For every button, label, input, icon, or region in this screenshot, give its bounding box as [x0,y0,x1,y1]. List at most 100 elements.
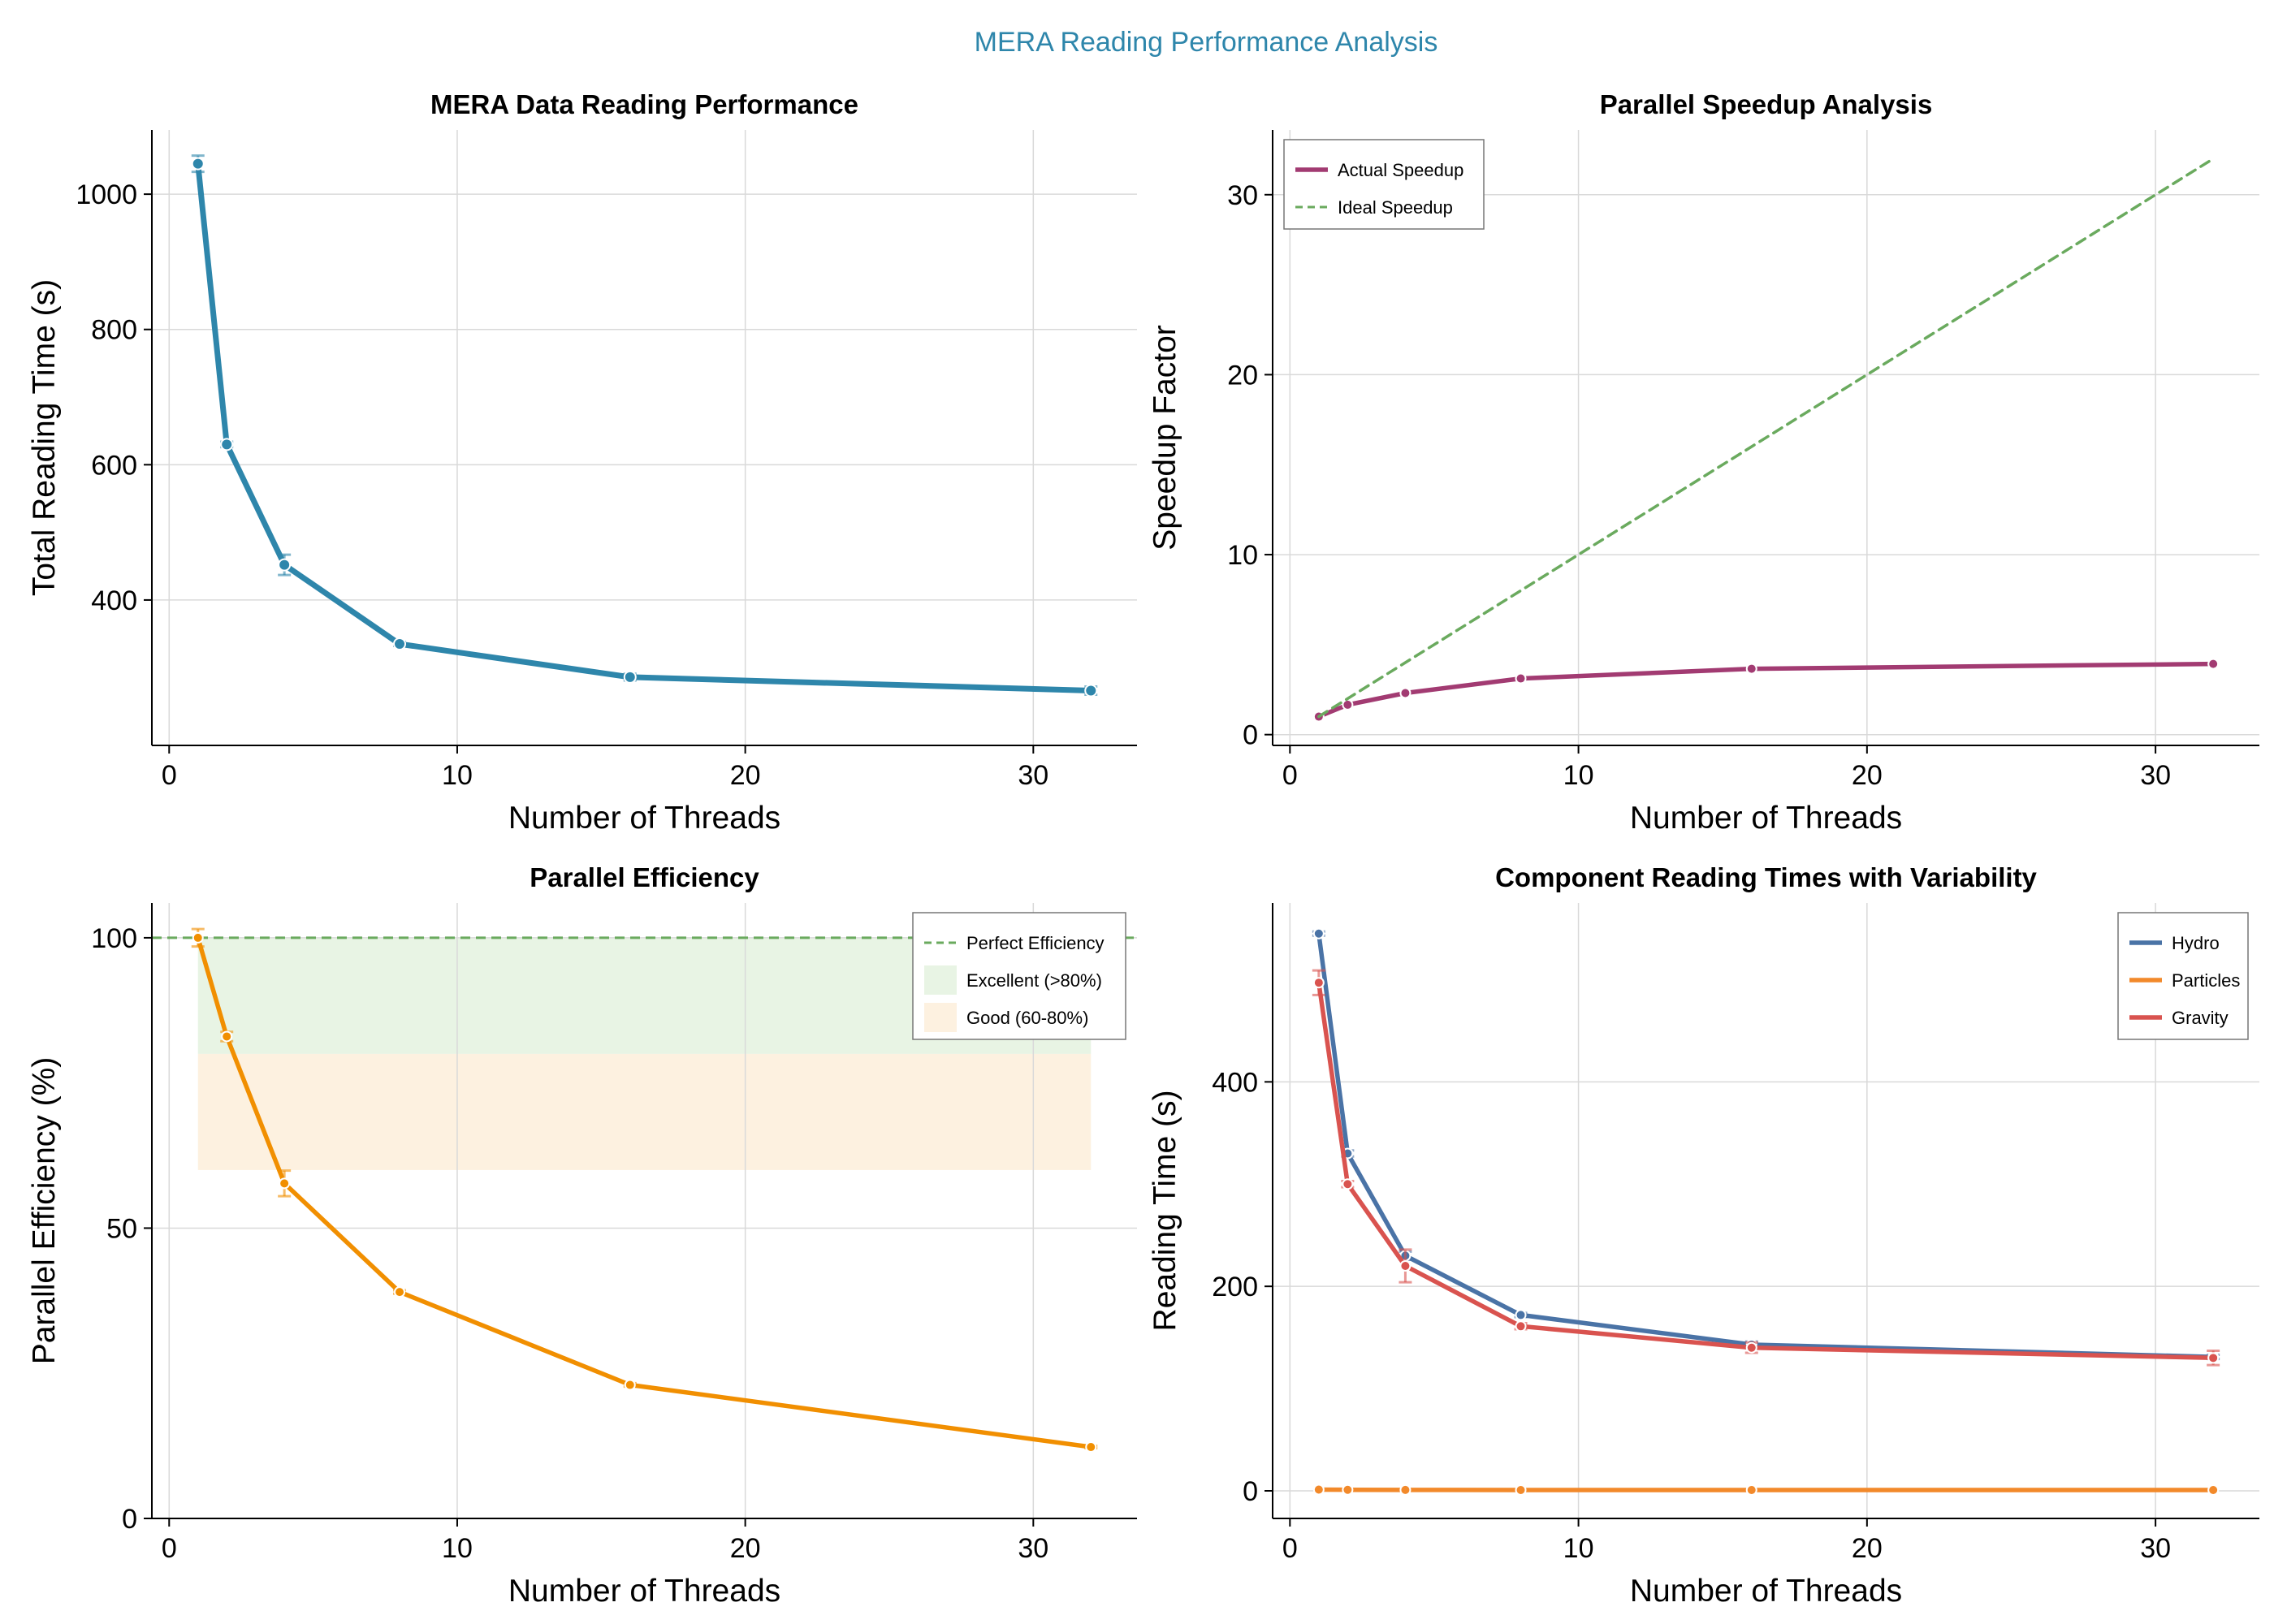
x-axis-label: Number of Threads [1630,801,1902,836]
x-tick-label: 30 [2140,1533,2171,1564]
data-point [394,1286,406,1298]
x-tick-label: 30 [1018,760,1048,791]
data-point [1745,1484,1757,1496]
x-tick-label: 10 [442,1533,473,1564]
legend: Hydro Particles Gravity [2117,912,2249,1040]
chart-title: MERA Data Reading Performance [430,89,858,119]
series-actual-speedup [1312,658,2220,723]
data-point [393,637,407,651]
chart-total: 0 10 20 30 400 600 800 1000 MERA Data Reading Pe… [27,89,1137,836]
data-point [623,670,637,684]
data-point [1342,1178,1354,1190]
y-tick-label: 20 [1227,360,1258,391]
data-point [1342,698,1354,710]
chart-title: Parallel Efficiency [530,862,759,892]
y-tick-label: 400 [1212,1067,1258,1098]
data-point [1399,1484,1412,1496]
legend-label: Particles [2172,970,2240,991]
x-tick-label: 0 [1282,760,1298,791]
x-tick-label: 10 [1563,1533,1594,1564]
y-axis-label: Speedup Factor [1148,325,1182,551]
chart-title: Parallel Speedup Analysis [1600,89,1933,119]
legend-label: Perfect Efficiency [966,933,1105,953]
x-tick-label: 20 [730,1533,761,1564]
legend-label: Good (60-80%) [966,1008,1088,1028]
data-point [1342,1484,1354,1496]
legend-swatch [924,1003,957,1032]
data-point [1312,977,1325,989]
data-point [1515,672,1527,685]
y-tick-label: 1000 [76,179,137,210]
series-line-ideal-speedup [1317,157,2215,719]
data-point [624,1379,636,1391]
chart-components: 0 10 20 30 0 200 400 Component Reading Times wi… [1148,862,2259,1609]
data-point [2207,1484,2220,1496]
data-point [192,931,204,944]
x-tick-label: 10 [1563,760,1594,791]
x-tick-label: 20 [730,760,761,791]
data-point [1515,1320,1527,1332]
series-line-particles [1316,1487,2216,1492]
series-efficiency [191,927,1098,1453]
x-axis-label: Number of Threads [1630,1574,1902,1609]
data-point [1085,1441,1097,1453]
figure-suptitle: MERA Reading Performance Analysis [975,27,1438,58]
series-line-total [195,161,1094,693]
x-tick-label: 20 [1852,760,1883,791]
y-tick-label: 0 [122,1504,137,1535]
legend: Perfect Efficiency Excellent (>80%) Good (… [912,912,1126,1040]
y-tick-label: 0 [1243,1476,1258,1507]
y-tick-label: 30 [1227,180,1258,211]
chart-title: Component Reading Times with Variability [1495,862,2037,892]
legend: Actual Speedup Ideal Speedup [1283,139,1485,230]
x-tick-label: 0 [162,1533,177,1564]
series-line-hydro [1316,931,2216,1359]
band-good [197,1053,1092,1170]
series-gravity [1312,969,2220,1367]
data-point [1084,684,1098,698]
x-axis-label: Number of Threads [508,801,780,836]
series-line-efficiency [195,935,1094,1449]
data-point [1745,663,1757,675]
y-axis-label: Total Reading Time (s) [27,279,62,596]
y-tick-label: 50 [106,1213,137,1244]
data-point [279,1177,291,1190]
data-point [1515,1484,1527,1496]
chart-speedup: 0 10 20 30 0 10 20 30 Parallel Speedup Analysis N… [1148,89,2259,836]
x-tick-label: 20 [1852,1533,1883,1564]
data-point [2207,658,2220,670]
chart-efficiency: 0 10 20 30 0 50 100 Parallel Efficiency Number o… [27,862,1137,1609]
data-point [1312,927,1325,939]
data-point [278,558,292,572]
data-point [1515,1309,1527,1321]
data-point [220,438,234,451]
data-point [221,1030,233,1043]
y-tick-label: 200 [1212,1272,1258,1302]
legend-box [1283,139,1485,230]
series-line-actual-speedup [1316,661,2216,719]
data-point [2207,1352,2220,1364]
data-point [191,157,205,171]
data-point [1312,1484,1325,1496]
legend-swatch [924,965,957,995]
x-tick-label: 0 [162,760,177,791]
series-ideal-speedup [1317,157,2215,719]
legend-label: Hydro [2172,933,2220,953]
data-point [1399,1259,1412,1272]
x-tick-label: 30 [1018,1533,1048,1564]
series-total [191,154,1098,698]
y-tick-label: 800 [91,315,137,346]
legend-label: Ideal Speedup [1338,197,1453,218]
legend-label: Gravity [2172,1008,2229,1028]
y-tick-label: 0 [1243,720,1258,751]
y-axis-label: Reading Time (s) [1148,1091,1182,1332]
y-axis-label: Parallel Efficiency (%) [27,1057,62,1365]
data-point [1399,687,1412,699]
x-tick-label: 0 [1282,1533,1298,1564]
legend-label: Actual Speedup [1338,160,1463,180]
y-tick-label: 600 [91,450,137,481]
series-line-gravity [1316,980,2216,1361]
x-tick-label: 30 [2140,760,2171,791]
